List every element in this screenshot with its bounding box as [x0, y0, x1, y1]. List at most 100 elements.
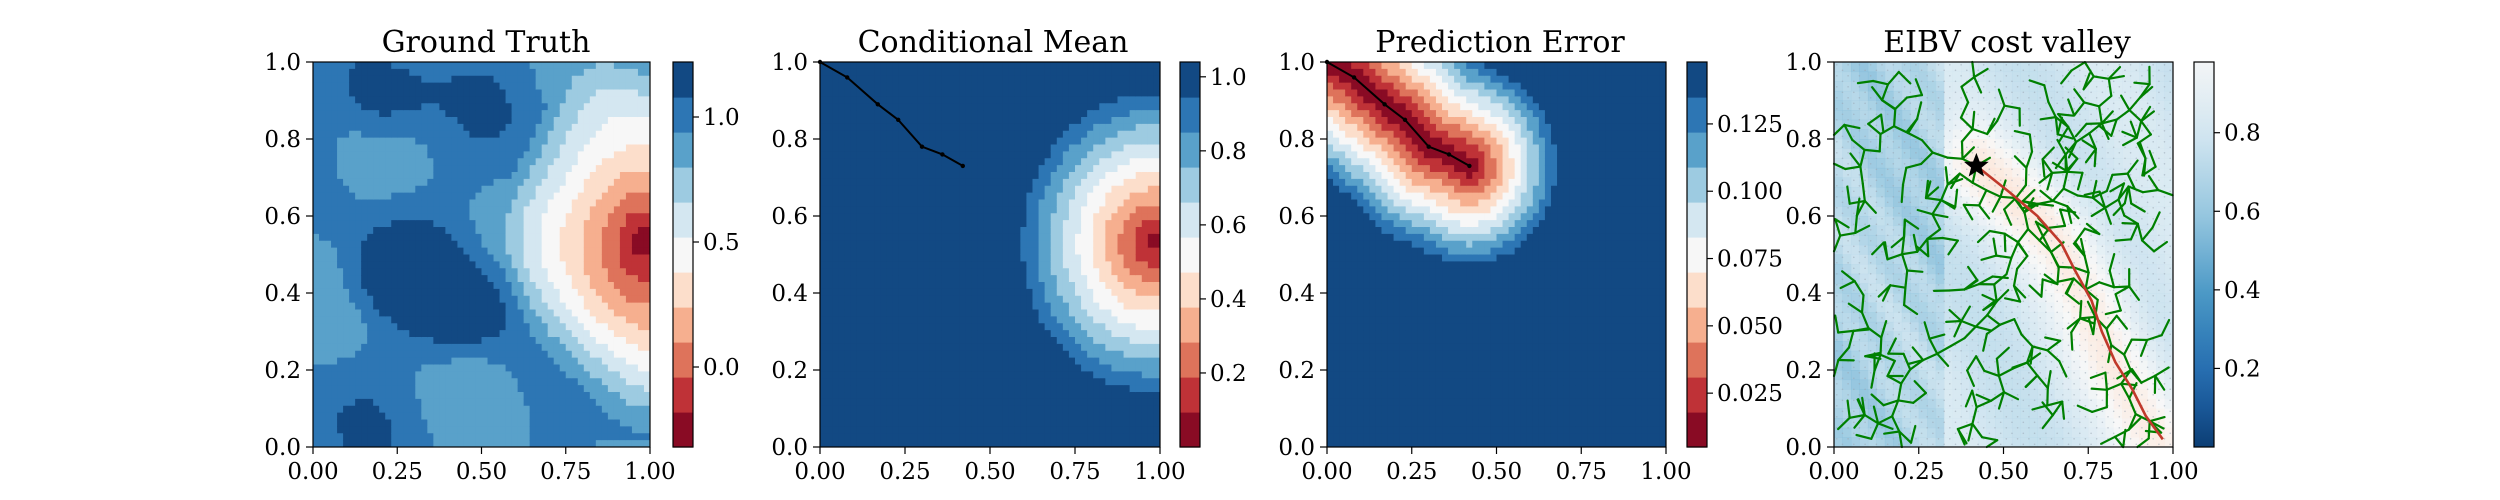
heatmap-cell [469, 172, 476, 180]
heatmap-cell [856, 405, 863, 414]
heatmap-cell [874, 440, 882, 448]
heatmap-cell [589, 440, 597, 448]
heatmap-cell [457, 103, 464, 111]
heatmap-cell [625, 151, 633, 159]
heatmap-cell [892, 75, 900, 84]
heatmap-cell [397, 130, 404, 139]
heatmap-cell [385, 378, 392, 386]
heatmap-cell [313, 302, 320, 311]
heatmap-cell [349, 192, 356, 201]
heatmap-cell [325, 227, 332, 235]
heatmap-cell [820, 378, 827, 386]
heatmap-cell [457, 385, 464, 393]
heatmap-cell [541, 288, 549, 297]
heatmap-cell [367, 371, 374, 379]
heatmap-cell [421, 62, 428, 70]
heatmap-cell [313, 144, 320, 152]
heatmap-cell [929, 123, 936, 132]
heatmap-cell [367, 295, 374, 304]
heatmap-cell [361, 233, 368, 242]
heatmap-cell [571, 117, 579, 125]
heatmap-cell [457, 350, 464, 359]
heatmap-cell [319, 240, 326, 249]
heatmap-cell [637, 233, 645, 242]
heatmap-cell [493, 316, 501, 324]
heatmap-cell [965, 378, 973, 386]
heatmap-cell [631, 172, 639, 180]
heatmap-cell [601, 158, 609, 166]
heatmap-cell [625, 254, 633, 262]
heatmap-cell [565, 357, 573, 366]
heatmap-cell [607, 130, 615, 139]
heatmap-cell [325, 275, 332, 283]
heatmap-cell [820, 371, 827, 379]
heatmap-cell [911, 261, 918, 269]
heatmap-cell [481, 337, 489, 345]
heatmap-cell [427, 185, 434, 194]
heatmap-cell [409, 103, 416, 111]
heatmap-cell [463, 323, 470, 331]
heatmap-cell [832, 302, 839, 311]
heatmap-cell [625, 385, 633, 393]
heatmap-cell [535, 398, 543, 407]
heatmap-cell [832, 337, 839, 345]
heatmap-cell [1008, 330, 1015, 338]
heatmap-cell [977, 62, 985, 70]
heatmap-cell [595, 206, 603, 214]
heatmap-cell [559, 220, 567, 228]
heatmap-cell [331, 364, 338, 372]
heatmap-cell [601, 405, 609, 414]
heatmap-cell [451, 405, 458, 414]
heatmap-cell [619, 378, 627, 386]
heatmap-cell [862, 185, 870, 194]
heatmap-cell [517, 309, 525, 317]
heatmap-cell [475, 440, 482, 448]
heatmap-cell [421, 151, 428, 159]
heatmap-cell [935, 110, 942, 118]
heatmap-cell [349, 233, 356, 242]
heatmap-cell [941, 440, 948, 448]
heatmap-cell [535, 123, 543, 132]
heatmap-cell [583, 75, 591, 84]
heatmap-cell [457, 426, 464, 434]
heatmap-cell [505, 275, 513, 283]
heatmap-cell [935, 426, 942, 434]
heatmap-cell [517, 206, 525, 214]
heatmap-cell [643, 165, 651, 173]
heatmap-cell [631, 233, 639, 242]
heatmap-cell [403, 82, 410, 91]
heatmap-cell [391, 62, 398, 70]
heatmap-cell [523, 123, 531, 132]
heatmap-cell [559, 254, 567, 262]
heatmap-cell [385, 316, 392, 324]
heatmap-cell [541, 130, 549, 139]
heatmap-cell [385, 350, 392, 359]
heatmap-cell [607, 103, 615, 111]
heatmap-cell [886, 385, 894, 393]
heatmap-cell [385, 385, 392, 393]
heatmap-cell [941, 426, 948, 434]
heatmap-cell [826, 247, 833, 256]
heatmap-cell [361, 123, 368, 132]
heatmap-cell [433, 275, 440, 283]
heatmap-cell [637, 206, 645, 214]
heatmap-cell [499, 419, 507, 427]
heatmap-cell [415, 378, 422, 386]
heatmap-cell [523, 440, 531, 448]
heatmap-cell [832, 206, 839, 214]
heatmap-cell [409, 89, 416, 97]
heatmap-cell [385, 254, 392, 262]
heatmap-cell [601, 412, 609, 421]
heatmap-cell [953, 282, 961, 290]
heatmap-cell [880, 82, 888, 91]
heatmap-cell [983, 288, 991, 297]
heatmap-cell [589, 151, 597, 159]
heatmap-cell [355, 178, 362, 187]
heatmap-cell [838, 405, 845, 414]
heatmap-cell [433, 199, 440, 207]
heatmap-cell [880, 282, 888, 290]
heatmap-cell [880, 268, 888, 276]
heatmap-cell [529, 172, 537, 180]
heatmap-cell [929, 165, 936, 173]
heatmap-cell [880, 172, 888, 180]
